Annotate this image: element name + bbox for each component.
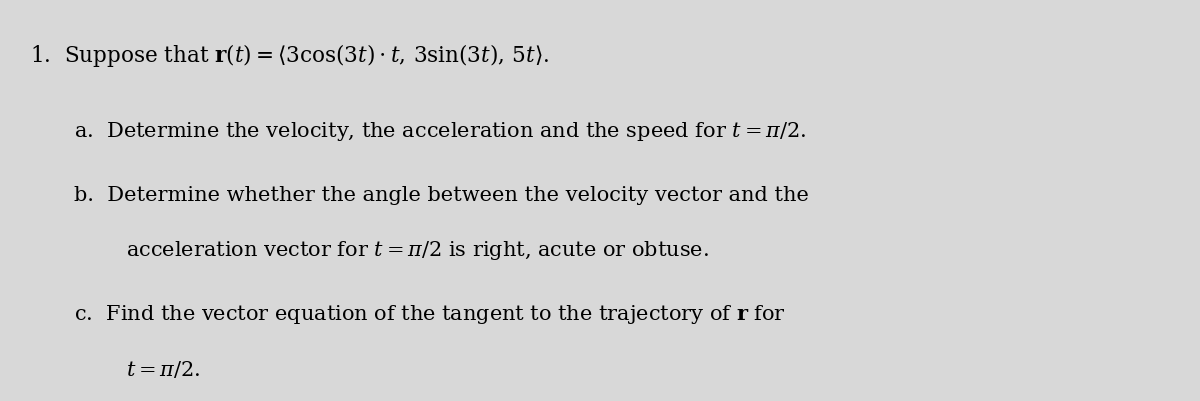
Text: b.  Determine whether the angle between the velocity vector and the: b. Determine whether the angle between t… [74,186,809,205]
Text: c.  Find the vector equation of the tangent to the trajectory of $\mathbf{r}$ fo: c. Find the vector equation of the tange… [74,303,786,326]
Text: 1.  Suppose that $\mathbf{r}(t) = \langle 3\cos(3t) \cdot t,\, 3\sin(3t),\, 5t\r: 1. Suppose that $\mathbf{r}(t) = \langle… [30,42,550,69]
Text: a.  Determine the velocity, the acceleration and the speed for $t = \pi/2$.: a. Determine the velocity, the accelerat… [74,120,806,143]
Text: acceleration vector for $t = \pi/2$ is right, acute or obtuse.: acceleration vector for $t = \pi/2$ is r… [126,239,709,261]
Text: $t = \pi/2$.: $t = \pi/2$. [126,359,200,380]
